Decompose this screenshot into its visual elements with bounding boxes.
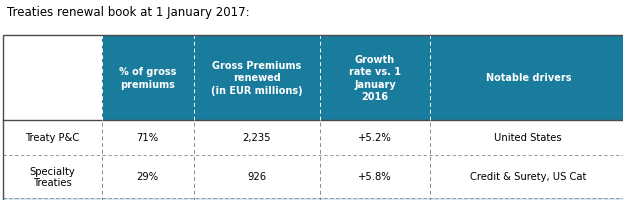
Bar: [3, 120, 623, 155]
Text: Treaties renewal book at 1 January 2017:: Treaties renewal book at 1 January 2017:: [7, 6, 250, 19]
Text: Notable drivers: Notable drivers: [485, 73, 571, 83]
Text: United States: United States: [495, 133, 562, 142]
Text: Growth
rate vs. 1
January
2016: Growth rate vs. 1 January 2016: [349, 55, 401, 101]
Bar: [3, 198, 623, 200]
Text: % of gross
premiums: % of gross premiums: [119, 67, 176, 89]
Text: 926: 926: [247, 172, 266, 181]
Bar: [102, 36, 623, 120]
Bar: [3, 155, 623, 198]
Text: +5.2%: +5.2%: [358, 133, 392, 142]
Text: 29%: 29%: [136, 172, 159, 181]
Text: Gross Premiums
renewed
(in EUR millions): Gross Premiums renewed (in EUR millions): [211, 61, 303, 95]
Text: 71%: 71%: [136, 133, 159, 142]
Text: Credit & Surety, US Cat: Credit & Surety, US Cat: [470, 172, 586, 181]
Bar: [3, 36, 102, 120]
Text: Specialty
Treaties: Specialty Treaties: [29, 166, 75, 187]
Text: 2,235: 2,235: [242, 133, 271, 142]
Text: Treaty P&C: Treaty P&C: [25, 133, 80, 142]
Text: +5.8%: +5.8%: [358, 172, 392, 181]
